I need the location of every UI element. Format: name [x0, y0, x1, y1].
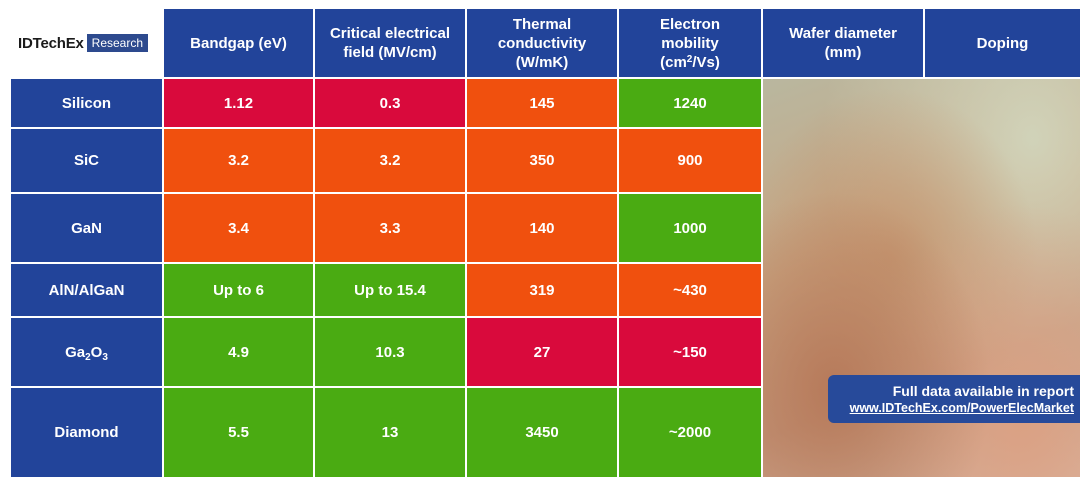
row-header-aln-algan: AlN/AlGaN: [11, 264, 162, 316]
callout-text: Full data available in report: [892, 383, 1074, 399]
cell-ga2o3-bandgap: 4.9: [164, 318, 313, 386]
cell-silicon-field: 0.3: [315, 79, 465, 127]
cell-sic-bandgap: 3.2: [164, 129, 313, 192]
cell-silicon-mobility: 1240: [619, 79, 761, 127]
cell-diamond-thermal: 3450: [467, 388, 617, 477]
cell-diamond-field: 13: [315, 388, 465, 477]
logo-brand: IDTechEx: [18, 34, 84, 52]
header-thermal-conductivity: Thermal conductivity (W/mK): [467, 9, 617, 77]
row-header-gan: GaN: [11, 194, 162, 262]
header-electron-mobility: Electron mobility (cm2/Vs): [619, 9, 761, 77]
header-wafer-diameter: Wafer diameter (mm): [763, 9, 923, 77]
cell-sic-mobility: 900: [619, 129, 761, 192]
cell-gan-field: 3.3: [315, 194, 465, 262]
cell-algan-thermal: 319: [467, 264, 617, 316]
cell-algan-mobility: ~430: [619, 264, 761, 316]
logo-research-badge: Research: [86, 34, 149, 52]
cell-diamond-mobility: ~2000: [619, 388, 761, 477]
idtechex-logo: IDTechEx Research: [18, 34, 149, 52]
row-header-silicon: Silicon: [11, 79, 162, 127]
cell-silicon-thermal: 145: [467, 79, 617, 127]
cell-silicon-bandgap: 1.12: [164, 79, 313, 127]
cell-ga2o3-thermal: 27: [467, 318, 617, 386]
cell-gan-mobility: 1000: [619, 194, 761, 262]
cell-gan-bandgap: 3.4: [164, 194, 313, 262]
cell-ga2o3-field: 10.3: [315, 318, 465, 386]
cell-algan-bandgap: Up to 6: [164, 264, 313, 316]
report-link[interactable]: www.IDTechEx.com/PowerElecMarket: [849, 401, 1074, 415]
row-header-ga2o3: Ga2O3: [11, 318, 162, 386]
cell-gan-thermal: 140: [467, 194, 617, 262]
header-bandgap: Bandgap (eV): [164, 9, 313, 77]
header-doping: Doping: [925, 9, 1080, 77]
cell-sic-field: 3.2: [315, 129, 465, 192]
cell-algan-field: Up to 15.4: [315, 264, 465, 316]
report-callout[interactable]: Full data available in report www.IDTech…: [828, 375, 1080, 423]
row-header-diamond: Diamond: [11, 388, 162, 477]
cell-diamond-bandgap: 5.5: [164, 388, 313, 477]
header-critical-field: Critical electrical field (MV/cm): [315, 9, 465, 77]
row-header-sic: SiC: [11, 129, 162, 192]
cell-sic-thermal: 350: [467, 129, 617, 192]
cell-ga2o3-mobility: ~150: [619, 318, 761, 386]
